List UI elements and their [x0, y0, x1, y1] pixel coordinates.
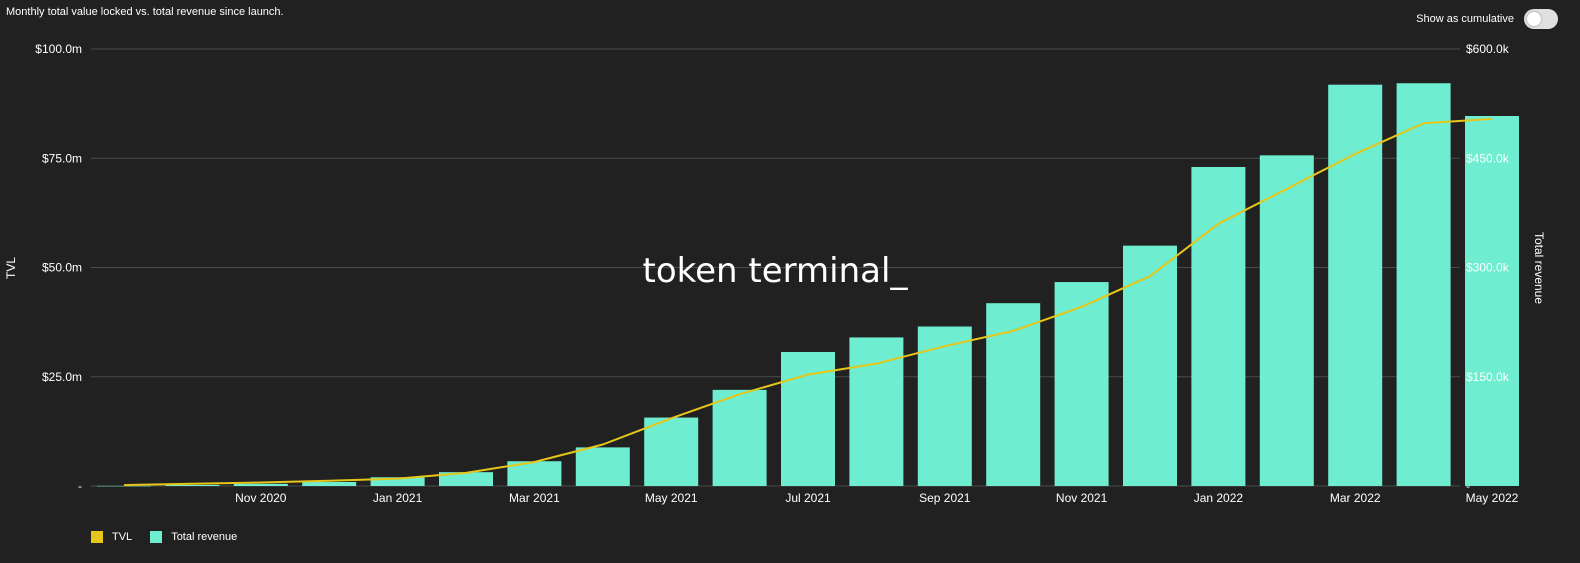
- x-tick-label: Mar 2021: [509, 491, 560, 505]
- axes: - $25.0m $50.0m $75.0m $100.0m - $150.0k $300.0…: [35, 42, 1518, 505]
- tvl-line-group: [123, 117, 1493, 487]
- x-tick-label: Nov 2021: [1056, 491, 1108, 505]
- revenue-bar[interactable]: [986, 303, 1041, 486]
- y-axis-label-left: TVL: [4, 257, 18, 279]
- x-tick-label: Jan 2022: [1194, 491, 1244, 505]
- chart-legend: TVL Total revenue: [91, 531, 237, 543]
- revenue-bar[interactable]: [575, 447, 630, 486]
- revenue-bar[interactable]: [1465, 116, 1519, 487]
- revenue-bar[interactable]: [302, 481, 357, 486]
- y-tick-label-right: $150.0k: [1466, 370, 1510, 384]
- revenue-bar[interactable]: [370, 477, 425, 486]
- legend-item-tvl[interactable]: TVL: [91, 531, 132, 543]
- y-tick-label-left: $50.0m: [42, 261, 82, 275]
- legend-swatch-tvl: [91, 531, 103, 543]
- x-tick-label: Jan 2021: [373, 491, 423, 505]
- revenue-bars: [97, 83, 1519, 487]
- revenue-bar[interactable]: [165, 484, 220, 486]
- x-tick-label: Mar 2022: [1330, 491, 1381, 505]
- y-tick-label-left: -: [78, 479, 82, 493]
- tvl-line[interactable]: [123, 117, 1493, 487]
- x-tick-label: Nov 2020: [235, 491, 287, 505]
- cumulative-toggle-switch[interactable]: [1524, 9, 1558, 29]
- y-tick-label-left: $75.0m: [42, 151, 82, 165]
- toggle-knob: [1527, 12, 1541, 26]
- revenue-bar[interactable]: [1191, 166, 1246, 487]
- cumulative-toggle-group: Show as cumulative: [1416, 9, 1558, 29]
- revenue-bar[interactable]: [1396, 83, 1451, 487]
- cumulative-toggle-label: Show as cumulative: [1416, 13, 1514, 25]
- x-tick-label: May 2021: [645, 491, 698, 505]
- watermark-layer: token terminal_: [643, 251, 909, 291]
- y-tick-label-right: $450.0k: [1466, 151, 1510, 165]
- legend-item-revenue[interactable]: Total revenue: [150, 531, 237, 543]
- x-tick-label: May 2022: [1466, 491, 1519, 505]
- legend-label-tvl: TVL: [112, 531, 133, 543]
- revenue-bar[interactable]: [233, 483, 288, 486]
- chart-subtitle: Monthly total value locked vs. total rev…: [6, 6, 284, 18]
- legend-swatch-revenue: [150, 531, 163, 543]
- revenue-bar[interactable]: [644, 417, 699, 486]
- y-tick-label-right: $600.0k: [1466, 42, 1510, 56]
- y-tick-label-right: $300.0k: [1466, 261, 1510, 275]
- y-tick-label-left: $25.0m: [42, 370, 82, 384]
- revenue-bar[interactable]: [712, 389, 767, 486]
- y-tick-label-right: -: [1466, 479, 1470, 493]
- revenue-bar[interactable]: [1328, 84, 1383, 487]
- revenue-bar[interactable]: [849, 337, 904, 486]
- y-axis-label-right: Total revenue: [1532, 232, 1546, 304]
- legend-label-revenue: Total revenue: [171, 531, 238, 543]
- watermark-logo: token terminal_: [643, 251, 909, 291]
- x-tick-label: Sep 2021: [919, 491, 971, 505]
- x-tick-label: Jul 2021: [785, 491, 831, 505]
- revenue-bar[interactable]: [1123, 245, 1177, 486]
- revenue-bar[interactable]: [1259, 155, 1314, 486]
- revenue-bar[interactable]: [917, 326, 972, 486]
- y-tick-label-left: $100.0m: [35, 42, 82, 56]
- revenue-bar[interactable]: [97, 485, 151, 487]
- revenue-bar[interactable]: [1054, 282, 1109, 486]
- revenue-bar[interactable]: [439, 472, 493, 486]
